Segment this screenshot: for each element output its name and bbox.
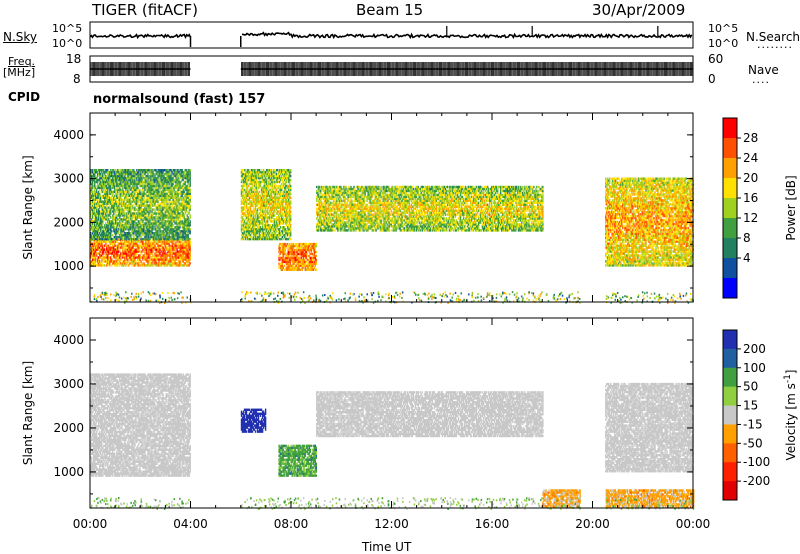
- freq-unit: [MHz]: [3, 66, 35, 79]
- power-colorbar-tick: 28: [743, 131, 758, 145]
- x-tick-label: 16:00: [475, 517, 510, 531]
- velocity-colorbar-swatch: [723, 424, 737, 444]
- velocity-colorbar-tick: 15: [743, 399, 758, 413]
- y-axis-label: Slant Range [km]: [21, 361, 35, 465]
- beam-label: Beam 15: [356, 1, 423, 19]
- nave-tick-bottom: 0: [708, 72, 716, 86]
- velocity-colorbar-tick: -100: [743, 455, 770, 469]
- date-label: 30/Apr/2009: [592, 1, 685, 19]
- y-tick-label: 3000: [53, 377, 84, 391]
- y-tick-label: 1000: [53, 259, 84, 273]
- power-colorbar-swatch: [723, 118, 737, 139]
- power-colorbar-tick: 4: [743, 251, 751, 265]
- y-tick-label: 3000: [53, 172, 84, 186]
- power-colorbar-swatch: [723, 178, 737, 199]
- x-axis-label: Time UT: [362, 540, 411, 554]
- y-tick-label: 4000: [53, 333, 84, 347]
- velocity-colorbar-swatch: [723, 462, 737, 482]
- cpid-value: normalsound (fast) 157: [93, 92, 265, 107]
- y-tick-label: 2000: [53, 215, 84, 229]
- velocity-colorbar-tick: 100: [743, 361, 766, 375]
- velocity-colorbar-swatch: [723, 367, 737, 388]
- power-colorbar-swatch: [723, 278, 737, 299]
- nsky-tick-top: 10^5: [52, 22, 82, 35]
- freq-label: Freq.: [8, 55, 35, 68]
- velocity-colorbar-swatch: [723, 386, 737, 407]
- velocity-colorbar-label: Velocity [m s-1]: [783, 370, 798, 461]
- x-tick-label: 00:00: [73, 517, 108, 531]
- power-colorbar: 28 24 20 16 12 8 4: [722, 117, 758, 299]
- nsky-tick-bottom: 10^0: [52, 37, 82, 50]
- nsearch-dots: ........: [757, 38, 793, 51]
- freq-tick-bottom: 8: [73, 72, 81, 86]
- x-tick-label: 12:00: [374, 517, 409, 531]
- velocity-colorbar-tick: 50: [743, 380, 758, 394]
- nave-label: Nave: [748, 63, 779, 77]
- x-tick-label: 04:00: [173, 517, 208, 531]
- power-colorbar-swatch: [723, 258, 737, 279]
- power-colorbar-swatch: [723, 138, 737, 159]
- freq-tick-top: 18: [66, 52, 81, 66]
- freq-nave-strip: [89, 55, 694, 83]
- velocity-colorbar: 200 100 50 15 -15 -50 -100 -200: [722, 329, 770, 501]
- nsearch-label: N.Search: [746, 30, 800, 44]
- nsky-strip: [89, 21, 694, 49]
- velocity-colorbar-swatch: [723, 481, 737, 501]
- radar-title: TIGER (fitACF): [92, 1, 198, 19]
- velocity-colorbar-swatch: [723, 330, 737, 350]
- nsky-line: [89, 31, 693, 40]
- y-tick-label: 2000: [53, 421, 84, 435]
- y-axis-label: Slant Range [km]: [21, 155, 35, 259]
- velocity-colorbar-tick: 200: [743, 342, 766, 356]
- nave-dots: ....: [752, 73, 770, 86]
- velocity-colorbar-tick: -200: [743, 474, 770, 488]
- x-tick-label: 08:00: [274, 517, 309, 531]
- velocity-colorbar-swatch: [723, 443, 737, 463]
- power-colorbar-swatch: [723, 158, 737, 179]
- power-colorbar-label: Power [dB]: [784, 175, 798, 240]
- nsky-label: N.Sky: [3, 30, 37, 44]
- power-colorbar-tick: 8: [743, 231, 751, 245]
- power-colorbar-tick: 24: [743, 151, 758, 165]
- x-tick-label: 20:00: [575, 517, 610, 531]
- power-colorbar-tick: 20: [743, 171, 758, 185]
- velocity-colorbar-swatch: [723, 405, 737, 425]
- y-tick-label: 4000: [53, 128, 84, 142]
- power-colorbar-swatch: [723, 218, 737, 239]
- nsearch-tick-bottom: 10^0: [708, 37, 738, 50]
- y-tick-label: 1000: [53, 465, 84, 479]
- velocity-colorbar-tick: -15: [743, 417, 763, 431]
- power-colorbar-tick: 16: [743, 191, 758, 205]
- power-colorbar-swatch: [723, 238, 737, 259]
- nsearch-tick-top: 10^5: [708, 22, 738, 35]
- x-tick-label: 00:00: [676, 517, 711, 531]
- power-colorbar-swatch: [723, 198, 737, 219]
- velocity-panel: 4000 3000 2000 1000 Slant Range [km]: [21, 317, 695, 510]
- velocity-colorbar-swatch: [723, 348, 737, 369]
- velocity-colorbar-tick: -50: [743, 436, 763, 450]
- nave-tick-top: 60: [708, 52, 723, 66]
- power-panel: 4000 3000 2000 1000 Slant Range [km]: [21, 112, 694, 304]
- cpid-label: CPID: [8, 90, 40, 104]
- power-colorbar-tick: 12: [743, 211, 758, 225]
